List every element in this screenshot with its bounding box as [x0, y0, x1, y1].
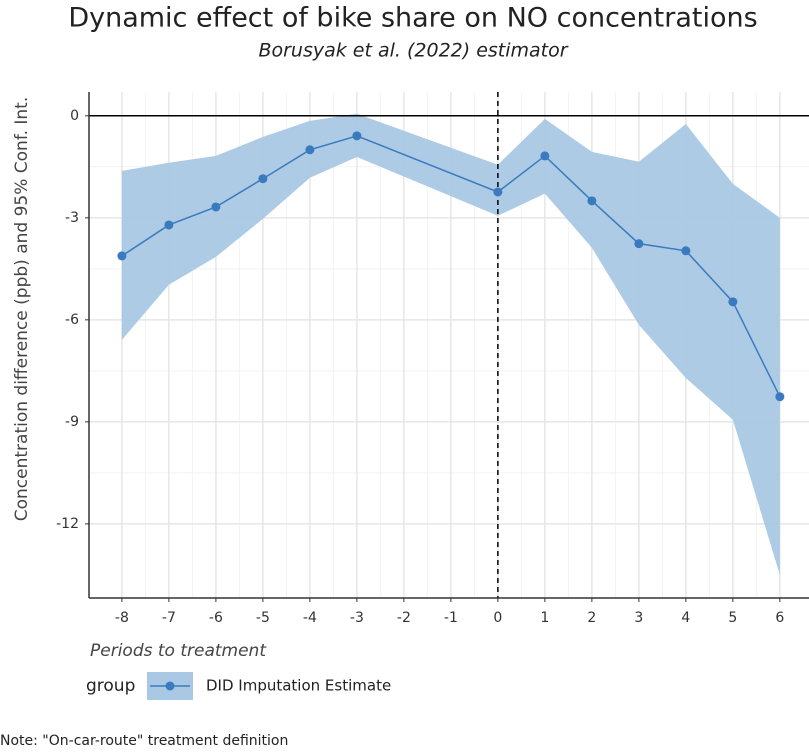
data-point	[164, 220, 174, 230]
legend-label: DID Imputation Estimate	[206, 677, 391, 695]
x-tick-label: -3	[350, 610, 364, 626]
x-tick-label: 6	[775, 610, 784, 626]
x-tick-label: 4	[681, 610, 690, 626]
data-point	[775, 392, 785, 402]
x-tick-label: -5	[256, 610, 270, 626]
data-point	[117, 251, 127, 261]
legend-dot	[165, 681, 175, 691]
chart-title: Dynamic effect of bike share on NO conce…	[68, 3, 757, 34]
data-point	[540, 151, 550, 161]
y-tick-label: 0	[70, 108, 79, 124]
x-tick-label: 3	[634, 610, 643, 626]
x-tick-label: -6	[209, 610, 223, 626]
x-axis-label: Periods to treatment	[90, 641, 267, 661]
data-point	[587, 196, 597, 206]
x-tick-label: 0	[493, 610, 502, 626]
x-tick-label: -4	[303, 610, 317, 626]
data-point	[634, 239, 644, 249]
data-point	[305, 145, 315, 155]
y-tick-label: -9	[65, 414, 79, 430]
x-tick-label: 1	[540, 610, 549, 626]
confidence-band	[121, 113, 780, 575]
y-tick-label: -3	[65, 210, 79, 226]
y-axis-label: Concentration difference (ppb) and 95% C…	[12, 97, 32, 522]
x-tick-label: -8	[115, 610, 129, 626]
data-point	[681, 246, 691, 256]
data-point	[352, 131, 362, 141]
data-point	[728, 297, 738, 307]
x-tick-label: 2	[587, 610, 596, 626]
x-tick-label: -7	[162, 610, 176, 626]
data-point	[493, 187, 503, 197]
chart-subtitle: Borusyak et al. (2022) estimator	[258, 40, 568, 62]
data-point	[211, 202, 221, 212]
legend-title: group	[86, 676, 135, 696]
data-point	[258, 174, 268, 184]
x-tick-label: -1	[444, 610, 458, 626]
x-tick-label: 5	[728, 610, 737, 626]
y-tick-label: -12	[56, 516, 79, 532]
y-tick-label: -6	[65, 312, 79, 328]
x-tick-label: -2	[397, 610, 411, 626]
note: Note: "On-car-route" treatment definitio…	[0, 733, 288, 749]
